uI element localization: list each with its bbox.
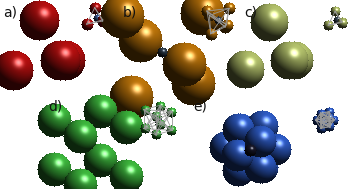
Text: a): a) (3, 5, 17, 19)
Text: e): e) (193, 100, 207, 114)
Text: c): c) (244, 5, 257, 19)
Text: d): d) (48, 100, 62, 114)
Text: b): b) (123, 5, 137, 19)
